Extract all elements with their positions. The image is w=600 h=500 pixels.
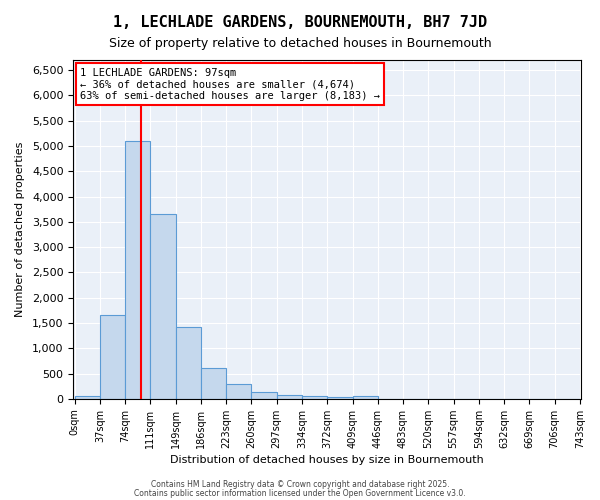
- Bar: [176, 326, 201, 399]
- Bar: [277, 395, 302, 399]
- Bar: [327, 398, 353, 399]
- Text: 1, LECHLADE GARDENS, BOURNEMOUTH, BH7 7JD: 1, LECHLADE GARDENS, BOURNEMOUTH, BH7 7J…: [113, 15, 487, 30]
- Bar: [302, 396, 327, 399]
- Bar: [100, 316, 125, 399]
- Y-axis label: Number of detached properties: Number of detached properties: [15, 142, 25, 317]
- Bar: [125, 141, 151, 399]
- X-axis label: Distribution of detached houses by size in Bournemouth: Distribution of detached houses by size …: [170, 455, 484, 465]
- Bar: [201, 368, 226, 399]
- Text: Contains public sector information licensed under the Open Government Licence v3: Contains public sector information licen…: [134, 488, 466, 498]
- Bar: [251, 392, 277, 399]
- Bar: [353, 396, 378, 399]
- Text: 1 LECHLADE GARDENS: 97sqm
← 36% of detached houses are smaller (4,674)
63% of se: 1 LECHLADE GARDENS: 97sqm ← 36% of detac…: [80, 68, 380, 101]
- Bar: [74, 396, 100, 399]
- Bar: [226, 384, 251, 399]
- Text: Size of property relative to detached houses in Bournemouth: Size of property relative to detached ho…: [109, 38, 491, 51]
- Bar: [151, 214, 176, 399]
- Text: Contains HM Land Registry data © Crown copyright and database right 2025.: Contains HM Land Registry data © Crown c…: [151, 480, 449, 489]
